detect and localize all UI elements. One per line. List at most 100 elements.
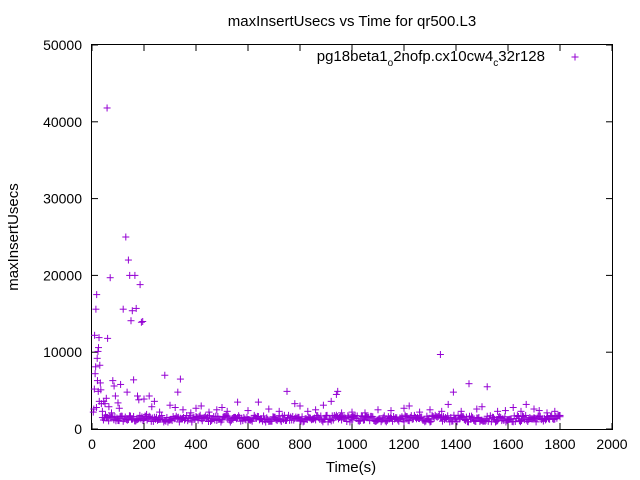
- data-point: [426, 418, 434, 426]
- plot-frame: [91, 44, 613, 430]
- data-point: [213, 406, 221, 414]
- legend-text: 32r128: [498, 48, 545, 65]
- data-point: [334, 387, 342, 395]
- data-point: [273, 417, 281, 425]
- data-point: [369, 413, 377, 421]
- data-point: [509, 403, 517, 411]
- data-point: [176, 375, 184, 383]
- data-point: [405, 417, 413, 425]
- data-point: [119, 305, 127, 313]
- data-point: [444, 400, 452, 408]
- data-point: [115, 404, 123, 412]
- data-point: [95, 334, 103, 342]
- data-point: [543, 409, 551, 417]
- data-point: [161, 371, 169, 379]
- data-point: [98, 407, 106, 415]
- data-points: [89, 104, 564, 426]
- data-point: [104, 334, 112, 342]
- data-point: [319, 401, 327, 409]
- legend-label: pg18beta1o2nofp.cx10cw4c32r128: [317, 48, 545, 69]
- data-point: [355, 417, 363, 425]
- data-point: [122, 233, 130, 241]
- data-point: [123, 416, 131, 424]
- data-point: [109, 377, 117, 385]
- data-point: [196, 411, 204, 419]
- data-point: [105, 417, 113, 425]
- chart-title: maxInsertUsecs vs Time for qr500.L3: [228, 13, 476, 30]
- data-point: [400, 404, 408, 412]
- y-tick-label: 40000: [43, 114, 82, 130]
- data-point: [530, 405, 538, 413]
- data-point: [127, 317, 135, 325]
- data-point: [117, 380, 125, 388]
- legend-marker-plus: [571, 53, 579, 61]
- data-point: [436, 351, 444, 359]
- data-point: [179, 406, 187, 414]
- data-point: [361, 409, 369, 417]
- data-point: [101, 400, 109, 408]
- data-point: [150, 397, 158, 405]
- x-tick-label: 200: [132, 436, 156, 452]
- data-point: [522, 400, 530, 408]
- data-point: [483, 383, 491, 391]
- data-point: [522, 411, 530, 419]
- data-point: [89, 408, 97, 416]
- baseline-point-band: [98, 411, 564, 426]
- data-point: [244, 407, 252, 415]
- x-tick-label: 0: [88, 436, 96, 452]
- data-point: [473, 405, 481, 413]
- data-point: [449, 388, 457, 396]
- data-point: [226, 418, 234, 426]
- legend-subscript: c: [493, 58, 498, 69]
- data-point: [548, 411, 556, 419]
- data-point: [516, 418, 524, 426]
- data-point: [326, 415, 334, 423]
- data-point: [465, 380, 473, 388]
- data-point: [332, 390, 340, 398]
- legend: pg18beta1o2nofp.cx10cw4c32r128: [317, 48, 579, 69]
- legend-text: pg18beta1: [317, 48, 388, 65]
- x-tick-label: 1600: [492, 436, 523, 452]
- data-point: [427, 417, 435, 425]
- data-point: [283, 387, 291, 395]
- data-point: [130, 376, 138, 384]
- data-point: [295, 413, 303, 421]
- data-point: [194, 416, 202, 424]
- x-tick-label: 400: [184, 436, 208, 452]
- data-point: [105, 403, 113, 411]
- data-point: [181, 416, 189, 424]
- data-point: [95, 344, 102, 352]
- data-point: [111, 392, 119, 400]
- data-point: [338, 409, 346, 417]
- axis-ticks: [91, 44, 613, 430]
- data-point: [97, 386, 105, 394]
- data-point: [462, 413, 470, 421]
- data-point: [106, 274, 114, 282]
- y-tick-label: 20000: [43, 267, 82, 283]
- data-point: [296, 402, 304, 410]
- data-point: [517, 407, 525, 415]
- y-tick-label: 0: [74, 421, 82, 437]
- data-point: [158, 412, 166, 420]
- tick-labels: 0 200 400 600 800 1000 1200 1400 1600 1800 2000010…: [43, 37, 628, 452]
- data-point: [206, 412, 214, 420]
- data-point: [139, 317, 147, 325]
- data-point: [518, 417, 526, 425]
- y-tick-label: 30000: [43, 191, 82, 207]
- data-point: [501, 407, 509, 415]
- data-point: [134, 392, 141, 400]
- data-point: [304, 407, 312, 415]
- data-point: [494, 407, 502, 415]
- data-point: [192, 404, 200, 412]
- data-point: [96, 379, 104, 387]
- data-point: [380, 412, 388, 420]
- data-point: [92, 403, 100, 411]
- data-point: [110, 382, 118, 390]
- data-point: [248, 417, 256, 425]
- data-point: [234, 398, 242, 406]
- data-point: [114, 399, 122, 407]
- data-point: [174, 388, 182, 396]
- data-point: [148, 403, 156, 411]
- data-point: [468, 412, 476, 420]
- data-point: [139, 417, 147, 425]
